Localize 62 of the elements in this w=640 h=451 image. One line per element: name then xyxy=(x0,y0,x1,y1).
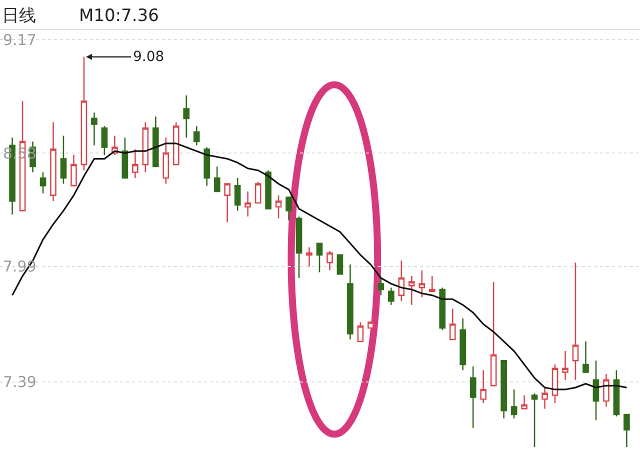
candlestick xyxy=(531,392,538,448)
candlestick xyxy=(408,275,415,306)
candlestick xyxy=(101,125,108,156)
candlestick xyxy=(398,260,405,302)
candlestick xyxy=(542,386,548,410)
candlestick xyxy=(510,388,518,419)
y-tick-label: 7.39 xyxy=(3,373,36,392)
candlestick xyxy=(582,340,589,373)
candlestick xyxy=(234,177,241,212)
candlestick xyxy=(254,181,262,204)
candlestick xyxy=(439,286,446,331)
candlestick xyxy=(162,137,170,184)
candlestick xyxy=(490,281,497,386)
candlestick xyxy=(80,56,88,171)
candlestick xyxy=(183,94,190,138)
candlestick xyxy=(460,318,466,371)
candlestick xyxy=(347,264,354,340)
candlestick xyxy=(316,242,323,273)
candlestick xyxy=(296,216,302,279)
text: M10:7.36 xyxy=(79,6,159,26)
y-tick-label: 9.17 xyxy=(3,30,36,49)
candlestick xyxy=(265,170,272,210)
candlestick xyxy=(624,414,630,448)
candlestick xyxy=(244,190,251,218)
candlestick xyxy=(172,122,180,166)
candlestick xyxy=(336,254,344,275)
candlestick xyxy=(449,308,456,340)
annotation: 9.08 xyxy=(133,49,164,65)
candlestick xyxy=(368,322,374,329)
candlestick xyxy=(204,146,210,186)
candlestick xyxy=(50,122,56,202)
candlestick xyxy=(224,183,230,223)
candlestick xyxy=(470,366,476,429)
candlestick xyxy=(275,194,282,220)
candlestick xyxy=(60,135,67,184)
candlestick xyxy=(214,166,220,192)
candlestick xyxy=(142,122,149,173)
chart-title: 日线 xyxy=(2,6,36,26)
candlestick xyxy=(521,394,528,410)
candlestick xyxy=(592,360,600,421)
candlestick xyxy=(613,370,620,418)
candlestick xyxy=(480,370,486,404)
candlestick xyxy=(418,270,426,298)
candlestick xyxy=(40,172,46,194)
candlestick xyxy=(603,373,610,408)
candlestick xyxy=(132,148,138,179)
candlestick xyxy=(357,322,364,342)
candlestick xyxy=(122,137,128,179)
candlestick xyxy=(152,116,159,168)
candlestick xyxy=(562,350,568,381)
candlestick xyxy=(428,275,436,292)
candlestick xyxy=(306,246,312,268)
candlestick xyxy=(193,125,200,146)
candlestick xyxy=(286,196,292,221)
candlestick xyxy=(91,112,98,146)
candlestick xyxy=(378,277,384,296)
candlestick xyxy=(572,262,579,381)
candlestick xyxy=(552,364,558,404)
candlestick xyxy=(388,286,394,306)
candlestick xyxy=(500,360,507,419)
candlestick xyxy=(70,154,77,186)
candlestick xyxy=(326,250,333,271)
